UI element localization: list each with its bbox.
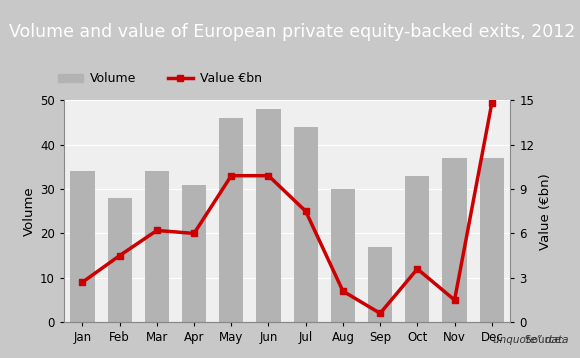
Y-axis label: Volume: Volume xyxy=(23,187,36,236)
Text: Volume and value of European private equity-backed exits, 2012: Volume and value of European private equ… xyxy=(9,23,575,40)
Bar xyxy=(293,127,318,322)
Bar xyxy=(145,171,169,322)
Bar xyxy=(70,171,95,322)
Bar xyxy=(443,158,467,322)
Bar xyxy=(331,189,355,322)
Bar xyxy=(219,118,244,322)
Bar xyxy=(368,247,392,322)
Text: Source:: Source: xyxy=(525,335,568,345)
Y-axis label: Value (€bn): Value (€bn) xyxy=(539,173,552,250)
Text: unquote” data: unquote” data xyxy=(493,335,568,345)
Bar xyxy=(480,158,504,322)
Bar xyxy=(182,185,206,322)
Legend: Volume, Value €bn: Volume, Value €bn xyxy=(53,67,267,90)
Bar xyxy=(405,176,429,322)
Bar xyxy=(107,198,132,322)
Bar xyxy=(256,109,281,322)
